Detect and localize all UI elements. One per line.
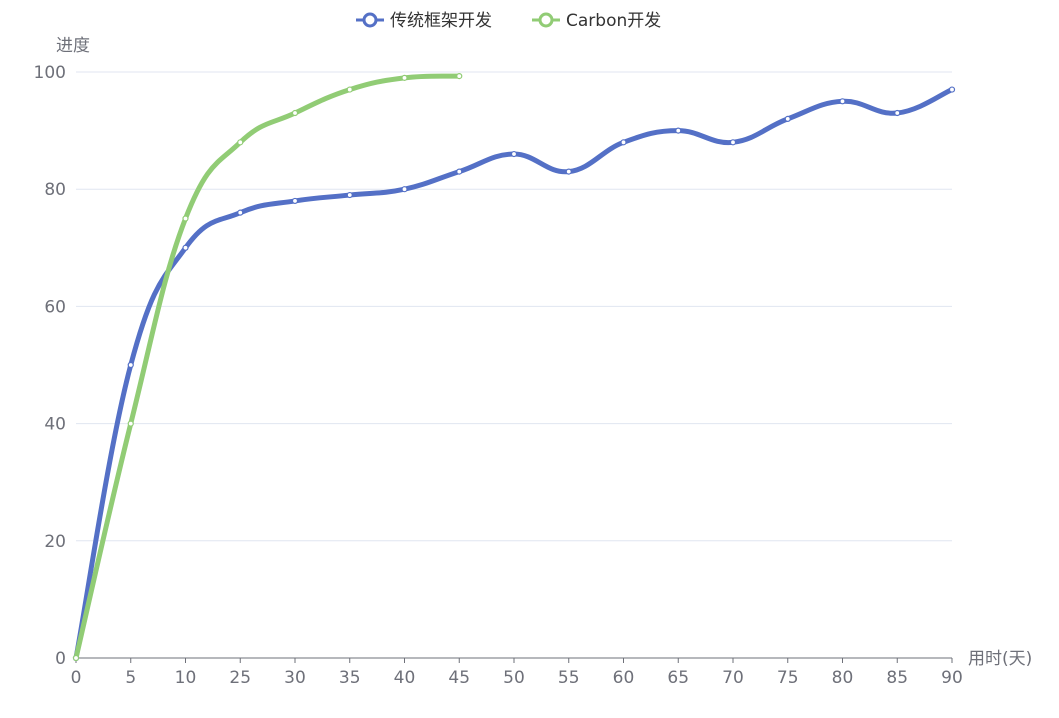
x-tick-label: 10 (175, 668, 197, 688)
data-point[interactable] (784, 115, 791, 122)
x-tick-label: 65 (667, 668, 689, 688)
x-tick-label: 55 (558, 668, 580, 688)
legend-label: Carbon开发 (566, 11, 661, 31)
data-point[interactable] (839, 98, 846, 105)
data-point[interactable] (127, 361, 134, 369)
legend-label: 传统框架开发 (390, 11, 492, 31)
data-point[interactable] (182, 215, 189, 222)
x-tick-label: 30 (284, 668, 306, 688)
grid (76, 71, 952, 542)
y-tick-label: 100 (34, 63, 66, 83)
y-tick-label: 80 (44, 180, 66, 200)
data-point[interactable] (291, 109, 299, 117)
y-axis-title: 进度 (56, 36, 90, 56)
y-tick-label: 60 (44, 297, 66, 317)
y-tick-label: 40 (44, 415, 66, 435)
x-tick-label: 80 (832, 668, 854, 688)
data-point[interactable] (675, 127, 682, 134)
data-point[interactable] (237, 209, 244, 216)
x-tick-label: 85 (886, 668, 908, 688)
series-line (73, 73, 462, 661)
x-tick-label: 50 (503, 668, 525, 688)
data-point[interactable] (401, 186, 408, 193)
data-point[interactable] (456, 168, 463, 175)
data-point[interactable] (401, 74, 408, 81)
data-point[interactable] (291, 197, 299, 205)
x-tick-label: 25 (229, 668, 251, 688)
x-tick-label: 75 (777, 668, 799, 688)
legend-marker-icon (362, 12, 378, 28)
data-point[interactable] (346, 191, 353, 199)
data-point[interactable] (565, 168, 572, 175)
series (72, 73, 956, 662)
x-tick-label: 35 (339, 668, 361, 688)
legend-marker-icon (538, 12, 554, 28)
data-point[interactable] (510, 150, 518, 158)
x-tick-label: 45 (448, 668, 470, 688)
x-tick-label: 60 (613, 668, 635, 688)
x-axis-title: 用时(天) (968, 649, 1032, 669)
data-point[interactable] (729, 139, 737, 146)
axes: 进度 用时(天) 0 20 40 60 80 100 0 5 10 25 30 35 40 45 50 55 6… (34, 36, 1033, 688)
legend-item-0[interactable]: 传统框架开发 (356, 11, 492, 31)
x-tick-label: 40 (394, 668, 416, 688)
x-tick-label: 90 (941, 668, 963, 688)
data-point[interactable] (620, 139, 627, 146)
data-point[interactable] (237, 139, 244, 146)
data-point[interactable] (182, 244, 189, 251)
data-point[interactable] (72, 654, 80, 662)
data-point[interactable] (948, 86, 956, 93)
data-point[interactable] (127, 420, 134, 427)
x-tick-label: 70 (722, 668, 744, 688)
x-tick-label: 5 (125, 668, 136, 688)
data-point[interactable] (894, 109, 901, 117)
data-point[interactable] (456, 73, 463, 80)
legend[interactable]: 传统框架开发 Carbon开发 (356, 11, 661, 31)
data-point[interactable] (346, 86, 353, 93)
series-1 (72, 73, 463, 662)
y-tick-label: 20 (44, 532, 66, 552)
y-tick-label: 0 (55, 649, 66, 669)
legend-item-1[interactable]: Carbon开发 (532, 11, 661, 31)
x-tick-label: 0 (71, 668, 82, 688)
